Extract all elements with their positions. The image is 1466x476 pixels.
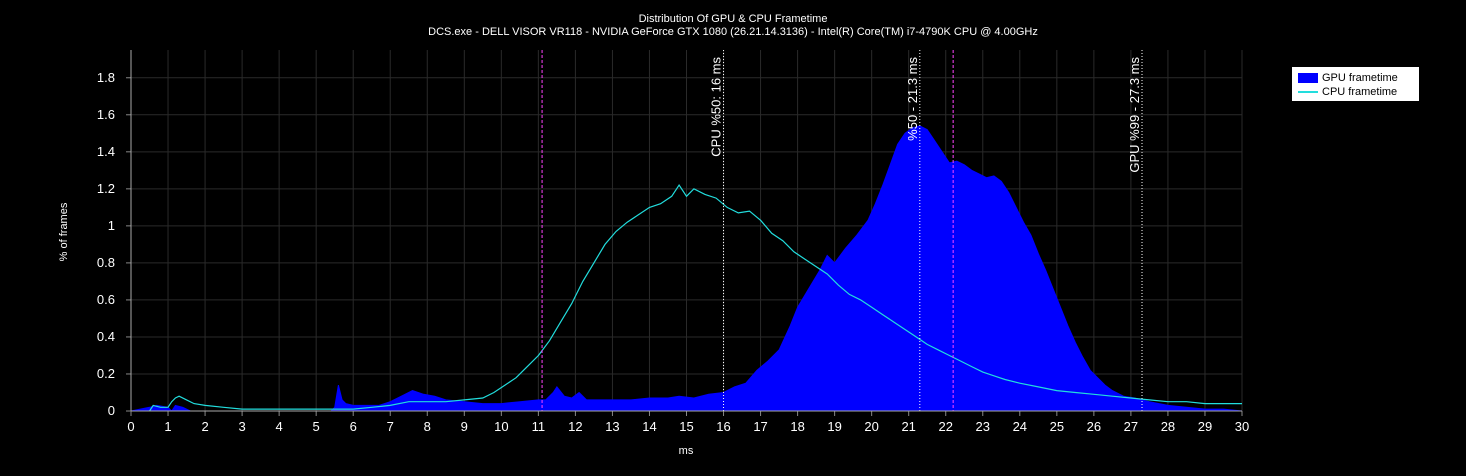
x-tick-label: 23 [976, 419, 990, 434]
legend-item-gpu: GPU frametime [1298, 71, 1398, 85]
x-axis-label: ms [679, 445, 694, 457]
y-tick-label: 0.6 [97, 292, 115, 307]
x-tick-label: 25 [1050, 419, 1064, 434]
plot-area [130, 125, 1243, 412]
x-tick-label: 19 [827, 419, 841, 434]
cpu-frametime-line [148, 184, 1242, 412]
x-tick-label: 6 [350, 419, 357, 434]
y-tick-label: 1.4 [97, 144, 115, 159]
marker-label: %50 - 21.3 ms [905, 57, 920, 141]
x-tick-label: 7 [387, 419, 394, 434]
legend-item-cpu: CPU frametime [1298, 85, 1397, 99]
y-tick-label: 1.8 [97, 70, 115, 85]
gpu-frametime-area [130, 125, 1243, 412]
y-tick-label: 0.4 [97, 329, 115, 344]
x-tick-label: 5 [313, 419, 320, 434]
y-tick-label: 1.6 [97, 107, 115, 122]
x-tick-label: 4 [276, 419, 283, 434]
x-tick-label: 18 [790, 419, 804, 434]
x-tick-label: 28 [1161, 419, 1175, 434]
x-tick-label: 1 [164, 419, 171, 434]
legend-gpu-swatch [1298, 73, 1318, 83]
x-tick-label: 3 [238, 419, 245, 434]
legend-cpu-label: CPU frametime [1322, 86, 1398, 98]
marker-lines: CPU %50: 16 ms %50 - 21.3 ms GPU %99 - 27.… [541, 50, 1143, 411]
y-tick-label: 1.2 [97, 181, 115, 196]
x-tick-label: 26 [1087, 419, 1101, 434]
x-tick-label: 13 [605, 419, 619, 434]
x-tick-label: 20 [864, 419, 878, 434]
y-tick-label: 1 [108, 218, 115, 233]
chart-subtitle: DCS.exe - DELL VISOR VR118 - NVIDIA GeFo… [428, 26, 1038, 38]
x-tick-label: 11 [532, 419, 546, 434]
x-tick-label: 24 [1013, 419, 1027, 434]
x-tick-label: 8 [424, 419, 431, 434]
y-axis-label: % of frames [58, 202, 70, 261]
x-tick-label: 30 [1235, 419, 1249, 434]
x-tick-label: 21 [901, 419, 915, 434]
legend-cpu-swatch [1298, 91, 1318, 93]
marker-label: CPU %50: 16 ms [709, 57, 724, 157]
legend: GPU frametime CPU frametime [1291, 66, 1420, 102]
x-tick-label: 16 [716, 419, 730, 434]
x-tick-label: 15 [679, 419, 693, 434]
chart-title: Distribution Of GPU & CPU Frametime [639, 13, 828, 25]
x-tick-label: 9 [461, 419, 468, 434]
x-tick-label: 14 [642, 419, 656, 434]
x-tick-label: 17 [753, 419, 767, 434]
x-tick-label: 27 [1124, 419, 1138, 434]
legend-gpu-label: GPU frametime [1322, 72, 1398, 84]
marker-label: GPU %99 - 27.3 ms [1127, 57, 1142, 173]
x-tick-label: 29 [1198, 419, 1212, 434]
y-tick-label: 0.8 [97, 255, 115, 270]
x-tick-label: 2 [201, 419, 208, 434]
y-tick-label: 0.2 [97, 366, 115, 381]
x-tick-label: 0 [127, 419, 134, 434]
x-tick-label: 12 [568, 419, 582, 434]
y-tick-label: 0 [108, 403, 115, 418]
x-tick-label: 10 [494, 419, 508, 434]
axes: 0 1 2 3 4 5 6 7 8 9 10 11 12 13 14 15 16 17 18 19 20 21 22 23 24… [97, 50, 1249, 434]
x-tick-label: 22 [938, 419, 952, 434]
